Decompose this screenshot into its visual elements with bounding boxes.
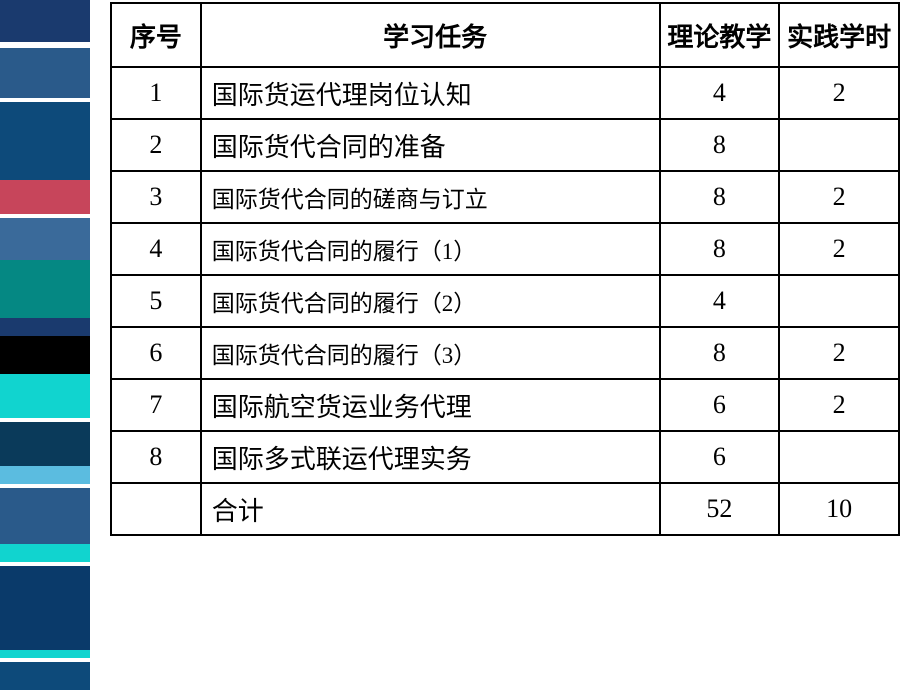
cell-practice xyxy=(779,275,899,327)
stripe xyxy=(0,650,90,658)
cell-theory: 52 xyxy=(660,483,780,535)
cell-num: 1 xyxy=(111,67,201,119)
table-row: 7国际航空货运业务代理62 xyxy=(111,379,899,431)
stripe xyxy=(0,0,90,42)
cell-theory: 8 xyxy=(660,171,780,223)
decorative-sidebar xyxy=(0,0,90,690)
stripe xyxy=(0,48,90,98)
table-row: 1国际货运代理岗位认知42 xyxy=(111,67,899,119)
cell-num: 6 xyxy=(111,327,201,379)
cell-theory: 8 xyxy=(660,119,780,171)
cell-theory: 8 xyxy=(660,223,780,275)
header-row: 序号 学习任务 理论教学 实践学时 xyxy=(111,3,899,67)
cell-num: 3 xyxy=(111,171,201,223)
cell-practice: 2 xyxy=(779,171,899,223)
cell-practice: 10 xyxy=(779,483,899,535)
cell-num: 8 xyxy=(111,431,201,483)
header-practice: 实践学时 xyxy=(779,3,899,67)
cell-task: 国际货代合同的履行（2） xyxy=(201,275,660,327)
cell-theory: 6 xyxy=(660,431,780,483)
cell-practice: 2 xyxy=(779,223,899,275)
table-row: 3国际货代合同的磋商与订立82 xyxy=(111,171,899,223)
cell-theory: 4 xyxy=(660,275,780,327)
cell-theory: 4 xyxy=(660,67,780,119)
cell-practice: 2 xyxy=(779,67,899,119)
stripe xyxy=(0,662,90,690)
cell-num: 4 xyxy=(111,223,201,275)
stripe xyxy=(0,218,90,260)
stripe xyxy=(0,260,90,318)
stripe xyxy=(0,544,90,562)
cell-num xyxy=(111,483,201,535)
stripe xyxy=(0,336,90,374)
stripe xyxy=(0,374,90,418)
cell-task: 合计 xyxy=(201,483,660,535)
cell-practice: 2 xyxy=(779,379,899,431)
stripe xyxy=(0,102,90,180)
stripe xyxy=(0,466,90,484)
table-row: 6国际货代合同的履行（3）82 xyxy=(111,327,899,379)
stripe xyxy=(0,318,90,336)
cell-theory: 6 xyxy=(660,379,780,431)
header-theory: 理论教学 xyxy=(660,3,780,67)
content-area: 序号 学习任务 理论教学 实践学时 1国际货运代理岗位认知422国际货代合同的准… xyxy=(90,0,920,690)
cell-task: 国际货代合同的履行（1） xyxy=(201,223,660,275)
cell-num: 7 xyxy=(111,379,201,431)
header-task: 学习任务 xyxy=(201,3,660,67)
table-row: 4国际货代合同的履行（1）82 xyxy=(111,223,899,275)
cell-theory: 8 xyxy=(660,327,780,379)
cell-task: 国际多式联运代理实务 xyxy=(201,431,660,483)
cell-task: 国际货代合同的履行（3） xyxy=(201,327,660,379)
cell-task: 国际航空货运业务代理 xyxy=(201,379,660,431)
table-body: 1国际货运代理岗位认知422国际货代合同的准备83国际货代合同的磋商与订立824… xyxy=(111,67,899,535)
stripe xyxy=(0,566,90,650)
table-row: 8国际多式联运代理实务6 xyxy=(111,431,899,483)
cell-task: 国际货代合同的准备 xyxy=(201,119,660,171)
table-row: 合计5210 xyxy=(111,483,899,535)
stripe xyxy=(0,488,90,544)
header-num: 序号 xyxy=(111,3,201,67)
cell-practice xyxy=(779,119,899,171)
cell-num: 2 xyxy=(111,119,201,171)
cell-practice xyxy=(779,431,899,483)
cell-practice: 2 xyxy=(779,327,899,379)
cell-task: 国际货代合同的磋商与订立 xyxy=(201,171,660,223)
stripe xyxy=(0,422,90,466)
cell-task: 国际货运代理岗位认知 xyxy=(201,67,660,119)
table-row: 5国际货代合同的履行（2）4 xyxy=(111,275,899,327)
course-table: 序号 学习任务 理论教学 实践学时 1国际货运代理岗位认知422国际货代合同的准… xyxy=(110,2,900,536)
cell-num: 5 xyxy=(111,275,201,327)
stripe xyxy=(0,180,90,214)
table-row: 2国际货代合同的准备8 xyxy=(111,119,899,171)
